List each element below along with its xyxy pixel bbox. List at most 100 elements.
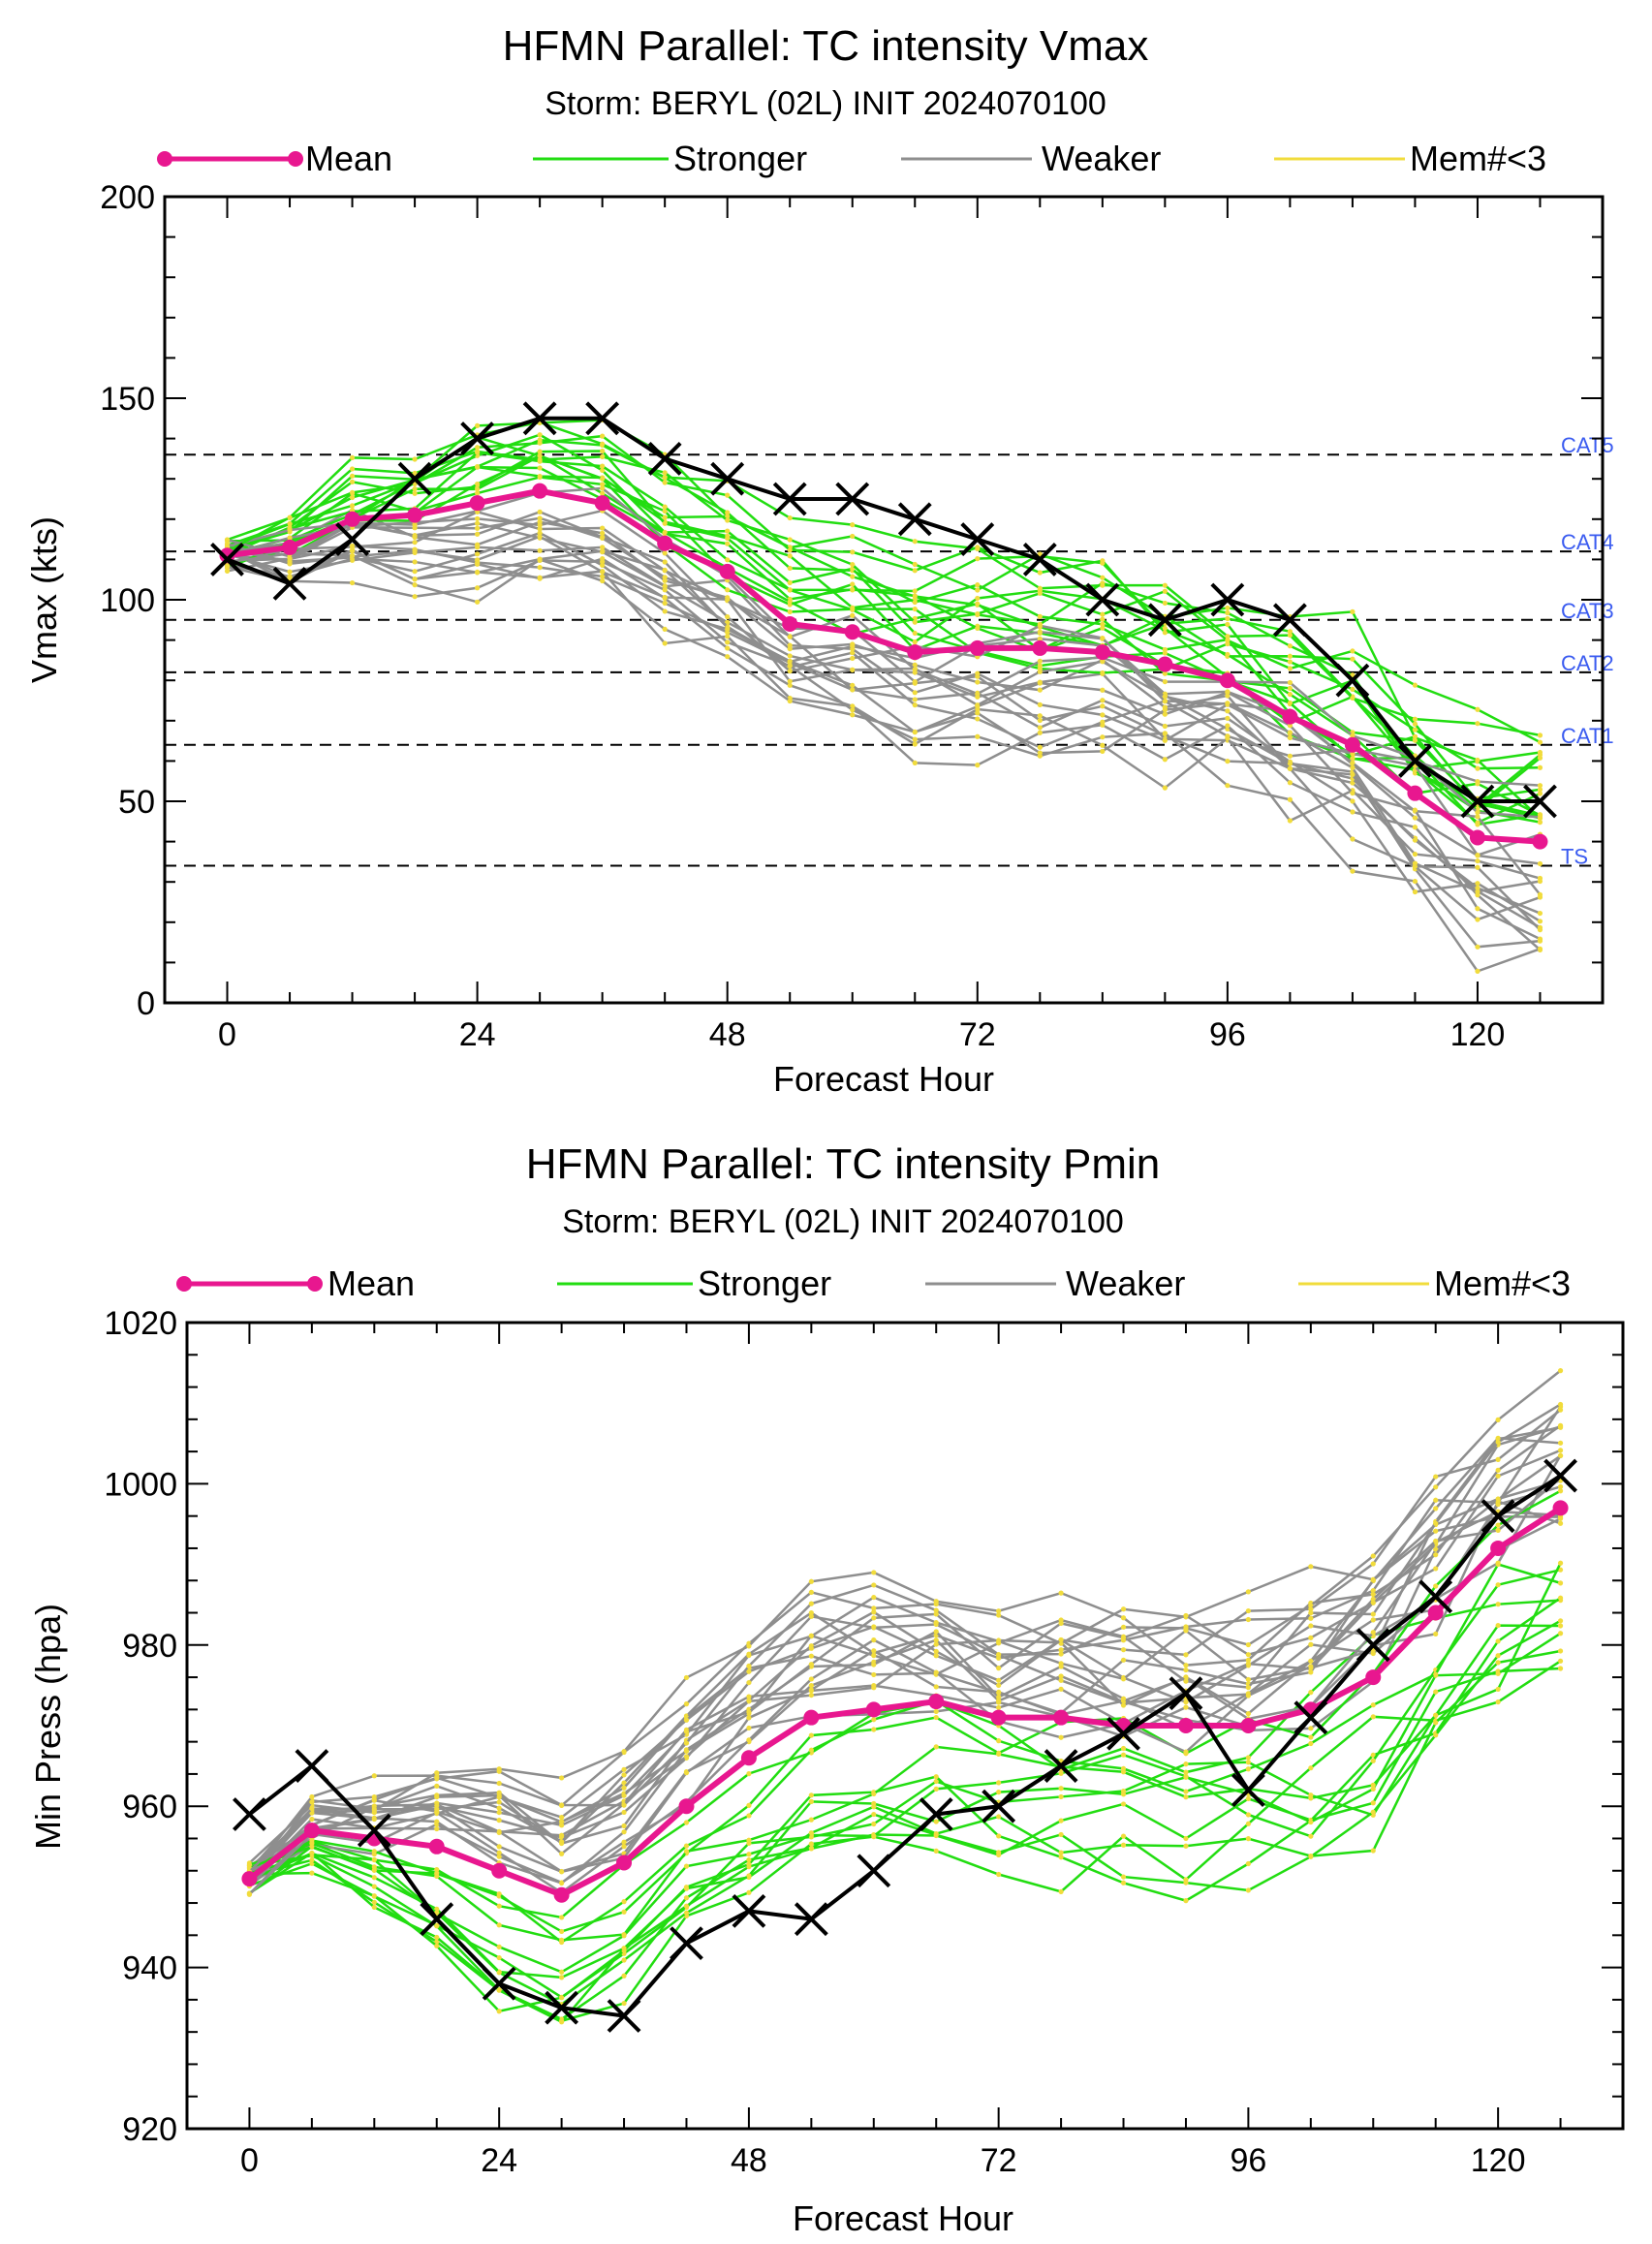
vmax-member-point	[912, 662, 918, 668]
vmax-member-point	[412, 486, 418, 492]
vmax-observed-series	[210, 401, 1557, 819]
vmax-member-point	[1475, 778, 1481, 785]
vmax-member-point	[850, 533, 856, 540]
pmin-member-point	[808, 1692, 814, 1699]
pmin-member-point	[1557, 1666, 1564, 1671]
pmin-chart: HFMN Parallel: TC intensity Pmin Storm: …	[28, 1140, 1625, 2238]
vmax-member-point	[475, 445, 481, 451]
vmax-mean-point	[782, 615, 798, 632]
vmax-member-line	[226, 421, 1541, 737]
vmax-mean-point	[594, 495, 610, 512]
pmin-member-line	[248, 1477, 1562, 1896]
pmin-member-point	[1058, 1786, 1064, 1792]
pmin-member-point	[621, 1802, 627, 1808]
vmax-mean-point	[1157, 656, 1173, 672]
pmin-member-point	[1370, 1591, 1376, 1598]
pmin-member-point	[683, 1754, 690, 1760]
vmax-member-point	[1537, 924, 1543, 930]
vmax-member-point	[475, 531, 481, 537]
vmax-member-point	[850, 687, 856, 693]
pmin-member-point	[1183, 1877, 1189, 1883]
vmax-member-point	[850, 707, 856, 713]
vmax-member-point	[912, 760, 918, 766]
vmax-member-point	[1412, 860, 1418, 866]
legend-mean-dot-right	[288, 151, 303, 167]
vmax-member-point	[537, 453, 543, 459]
vmax-observed-marker	[1460, 784, 1495, 819]
pmin-member-point	[683, 1701, 690, 1707]
pmin-member-point	[1370, 1600, 1376, 1605]
pmin-member-point	[1557, 1407, 1564, 1413]
pmin-member-point	[496, 1970, 502, 1976]
vmax-member-point	[1037, 717, 1043, 724]
pmin-member-point	[1183, 1704, 1189, 1710]
pmin-member-point	[1183, 1835, 1189, 1842]
vmax-member-point	[1287, 632, 1293, 639]
pmin-member-point	[933, 1599, 939, 1605]
pmin-member-point	[996, 1608, 1002, 1614]
vmax-member-point	[537, 557, 543, 564]
pmin-mean-line	[247, 1505, 1563, 1898]
vmax-member-point	[912, 690, 918, 696]
pmin-member-point	[371, 1797, 377, 1803]
vmax-x-tick-label: 120	[1450, 1016, 1506, 1053]
vmax-mean-point	[1032, 639, 1048, 656]
pmin-member-point	[434, 1910, 440, 1916]
vmax-member-point	[1475, 757, 1481, 764]
vmax-member-point	[1475, 864, 1481, 870]
vmax-mean-point	[282, 539, 298, 555]
vmax-member-point	[850, 587, 856, 593]
vmax-member-point	[850, 606, 856, 612]
vmax-member-point	[725, 645, 731, 651]
pmin-member-point	[871, 1570, 877, 1575]
pmin-member-point	[1433, 1671, 1439, 1677]
pmin-member-point	[434, 1800, 440, 1806]
pmin-member-point	[1058, 1661, 1064, 1667]
pmin-member-line	[248, 1426, 1561, 1887]
pmin-member-point	[309, 1840, 315, 1847]
vmax-member-point	[725, 510, 731, 515]
pmin-member-point	[996, 1699, 1002, 1705]
vmax-member-point	[787, 565, 793, 572]
pmin-member-point	[746, 1725, 752, 1731]
pmin-member-point	[1308, 1564, 1314, 1570]
vmax-member-point	[537, 458, 543, 464]
pmin-observed-marker	[982, 1789, 1016, 1823]
pmin-member-point	[496, 1944, 502, 1949]
vmax-member-point	[287, 514, 293, 520]
pmin-member-point	[746, 1837, 752, 1843]
vmax-member-point	[287, 535, 293, 541]
vmax-member-point	[1350, 798, 1356, 804]
vmax-member-point	[349, 552, 356, 559]
pmin-member-point	[1058, 1686, 1064, 1692]
pmin-member-point	[746, 1861, 752, 1867]
vmax-member-point	[912, 619, 918, 625]
pmin-member-point	[1308, 1740, 1314, 1747]
pmin-member-point	[871, 1605, 877, 1611]
vmax-y-axis-label: Vmax (kts)	[24, 516, 64, 683]
pmin-member-point	[746, 1737, 752, 1743]
pmin-mean-point	[616, 1854, 633, 1871]
vmax-member-point	[1162, 711, 1168, 717]
legend-mean-dot-right	[307, 1276, 323, 1292]
pmin-member-point	[1245, 1755, 1251, 1761]
vmax-member-point	[725, 596, 731, 603]
vmax-mean-point	[1407, 785, 1423, 801]
pmin-member-point	[1557, 1520, 1564, 1526]
pmin-member-point	[1557, 1452, 1564, 1458]
pmin-member-point	[371, 1875, 377, 1881]
pmin-observed-marker	[1543, 1458, 1577, 1493]
vmax-member-point	[850, 712, 856, 718]
pmin-member-point	[621, 1772, 627, 1778]
pmin-member-point	[371, 1904, 377, 1911]
vmax-member-point	[1225, 638, 1231, 643]
pmin-member-point	[621, 1973, 627, 1979]
vmax-member-point	[1162, 694, 1168, 700]
vmax-member-point	[600, 463, 606, 469]
vmax-member-point	[412, 522, 418, 528]
vmax-member-point	[662, 504, 668, 510]
pmin-member-point	[1433, 1484, 1439, 1490]
pmin-member-point	[1557, 1483, 1564, 1490]
pmin-member-point	[871, 1648, 877, 1654]
pmin-member-point	[1245, 1766, 1251, 1772]
